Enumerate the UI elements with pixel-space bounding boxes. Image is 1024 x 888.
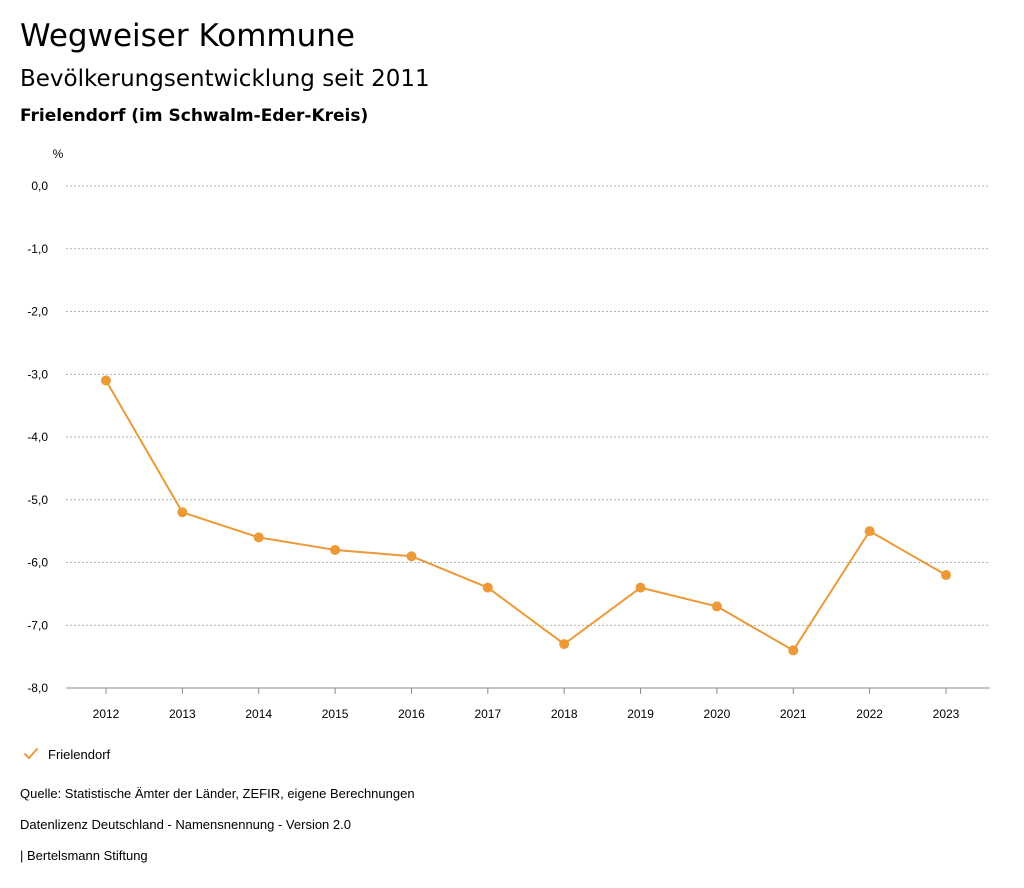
data-point-2023[interactable] [941, 570, 951, 581]
data-point-2020[interactable] [711, 601, 722, 612]
x-tick-label: 2012 [93, 707, 120, 721]
data-point-2016[interactable] [406, 551, 417, 562]
x-tick-label: 2021 [780, 707, 807, 721]
gridlines [66, 185, 990, 689]
data-point-2013[interactable] [177, 507, 188, 518]
series-layer [101, 375, 951, 656]
data-point-2012[interactable] [101, 375, 111, 386]
x-tick-label: 2023 [933, 707, 960, 721]
check-icon [24, 748, 38, 759]
chart-subtitle: Bevölkerungsentwicklung seit 2011 [20, 66, 430, 92]
x-tick-label: 2015 [322, 707, 349, 721]
y-tick-label: -7,0 [27, 618, 48, 632]
y-tick-label: -1,0 [27, 242, 48, 256]
x-tick-label: 2013 [169, 707, 196, 721]
data-point-2017[interactable] [482, 582, 493, 593]
line-chart: % 0,0 -1,0 -2,0 -3,0 -4,0 -5,0 -6,0 -7,0 -8,0 2012… [27, 147, 990, 721]
series-line [105, 380, 947, 652]
y-tick-label: -4,0 [27, 430, 48, 444]
x-tick-label: 2018 [551, 707, 578, 721]
y-axis-unit: % [53, 147, 64, 161]
y-tick-label: -6,0 [27, 556, 48, 570]
x-tick-label: 2014 [245, 707, 272, 721]
data-point-2015[interactable] [330, 544, 341, 555]
x-tick-label: 2020 [704, 707, 731, 721]
legend-label: Frielendorf [48, 746, 111, 762]
y-tick-label: 0,0 [31, 179, 48, 193]
license-note: Datenlizenz Deutschland - Namensnennung … [20, 817, 351, 832]
y-tick-label: -2,0 [27, 305, 48, 319]
legend[interactable]: Frielendorf [22, 744, 110, 764]
x-tick-label: 2016 [398, 707, 425, 721]
x-tick-label: 2019 [627, 707, 654, 721]
data-point-2019[interactable] [635, 582, 646, 593]
y-tick-label: -3,0 [27, 367, 48, 381]
source-note: Quelle: Statistische Ämter der Länder, Z… [20, 786, 415, 801]
x-tick-label: 2017 [474, 707, 501, 721]
x-tick-label: 2022 [856, 707, 883, 721]
page-title: Wegweiser Kommune [20, 18, 355, 54]
publisher-note: | Bertelsmann Stiftung [20, 848, 148, 863]
data-point-2022[interactable] [864, 526, 875, 537]
data-point-2018[interactable] [559, 639, 570, 650]
y-tick-label: -5,0 [27, 493, 48, 507]
data-point-2021[interactable] [788, 645, 799, 656]
axes: % 0,0 -1,0 -2,0 -3,0 -4,0 -5,0 -6,0 -7,0 -8,0 2012… [27, 147, 959, 721]
region-label: Frielendorf (im Schwalm-Eder-Kreis) [20, 106, 369, 126]
data-point-2014[interactable] [253, 532, 264, 543]
y-tick-label: -8,0 [27, 681, 48, 695]
